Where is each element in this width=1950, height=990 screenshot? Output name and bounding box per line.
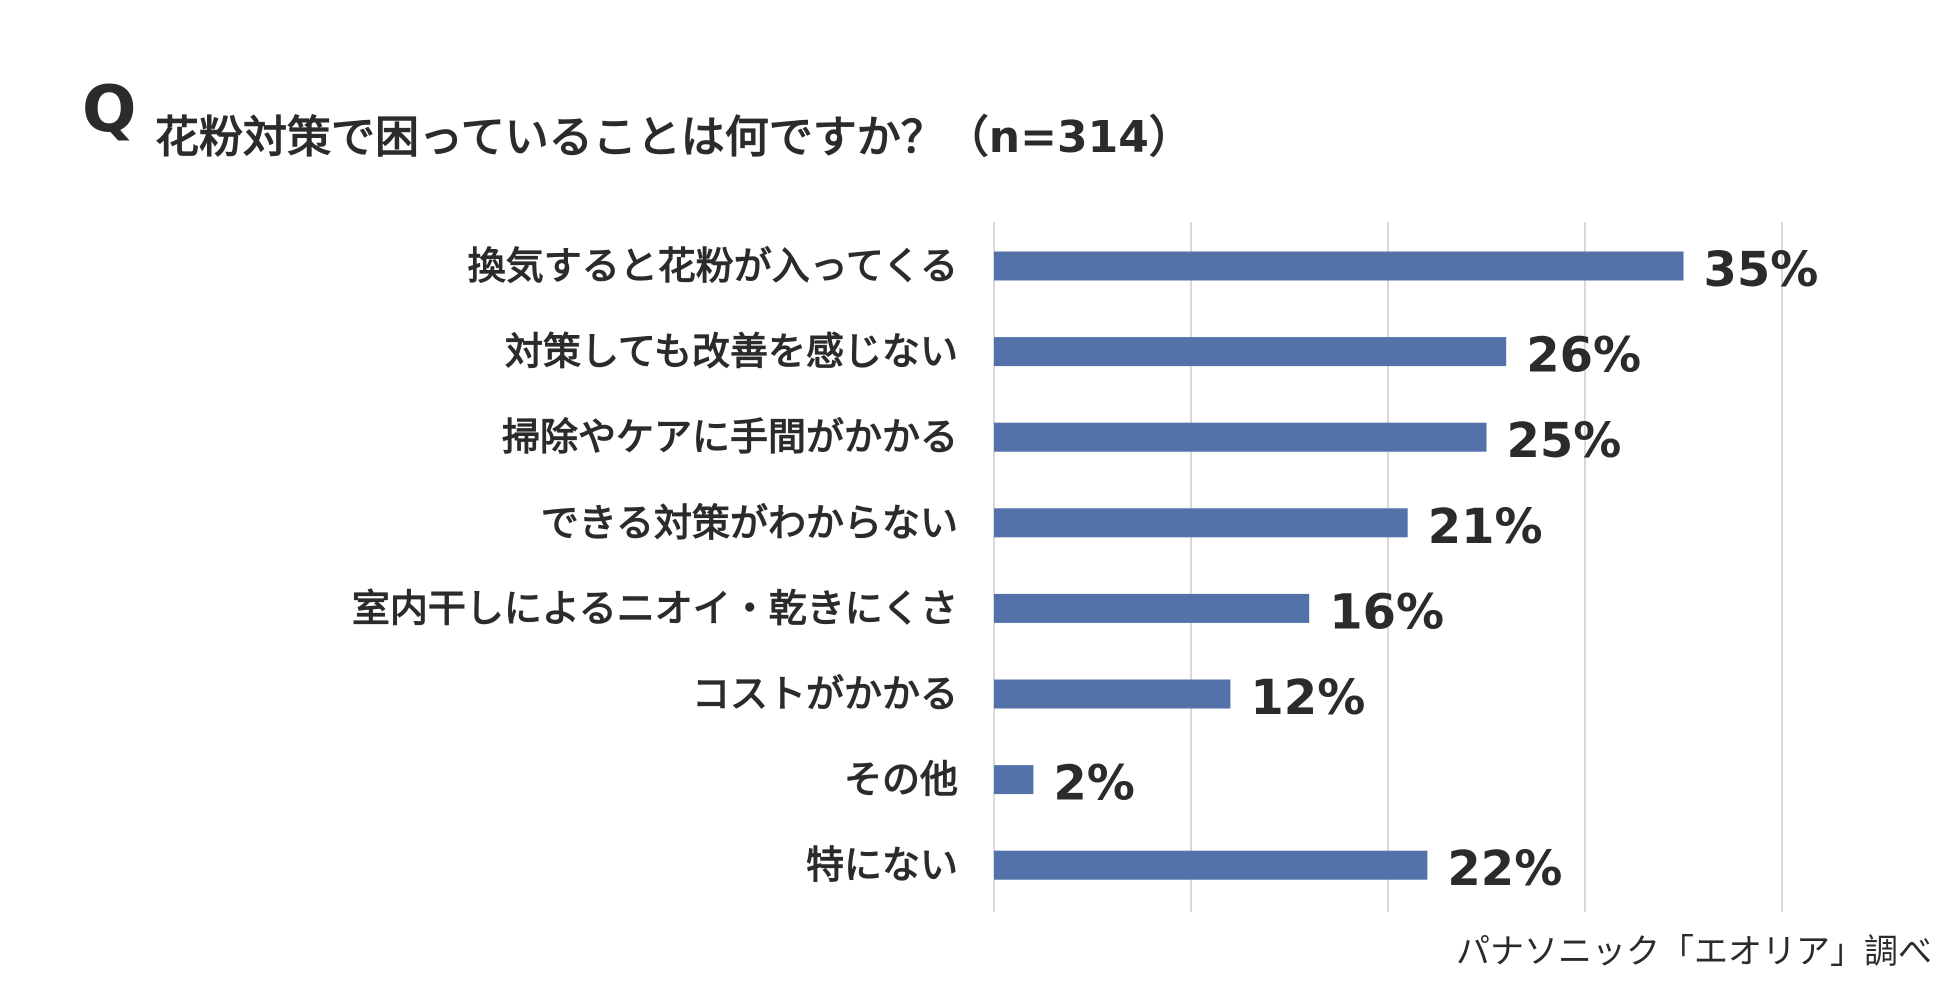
- bar: [994, 593, 1310, 623]
- question-mark-label: Q: [82, 73, 137, 147]
- gridlines: [993, 222, 1783, 912]
- category-label: 掃除やケアに手間がかかる: [502, 415, 958, 459]
- value-label: 25%: [1507, 413, 1622, 469]
- value-label: 12%: [1250, 670, 1365, 726]
- value-label: 2%: [1053, 756, 1135, 812]
- bars: [994, 251, 1684, 880]
- bar: [994, 422, 1487, 452]
- bar: [994, 850, 1428, 880]
- category-label: できる対策がわからない: [541, 501, 958, 545]
- category-label: コストがかかる: [692, 672, 958, 716]
- source-note: パナソニック「エオリア」調べ: [1456, 932, 1932, 972]
- category-label: 特にない: [806, 843, 958, 887]
- chart-title: 花粉対策で困っていることは何ですか？（n=314）: [155, 112, 1193, 163]
- value-label: 26%: [1526, 328, 1641, 384]
- labels: 換気すると花粉が入ってくる 35% 対策しても改善を感じない 26% 掃除やケアに手間が…: [352, 242, 1819, 897]
- value-label: 35%: [1704, 242, 1819, 298]
- bar: [994, 679, 1231, 709]
- value-label: 16%: [1329, 584, 1444, 640]
- category-label: 対策しても改善を感じない: [505, 330, 958, 374]
- bar: [994, 765, 1034, 795]
- category-label: その他: [844, 758, 958, 802]
- bar: [994, 251, 1684, 281]
- value-label: 21%: [1428, 499, 1543, 555]
- category-label: 室内干しによるニオイ・乾きにくさ: [352, 586, 958, 630]
- value-label: 22%: [1447, 841, 1562, 897]
- category-label: 換気すると花粉が入ってくる: [468, 244, 958, 288]
- bar: [994, 508, 1408, 538]
- bar: [994, 337, 1507, 367]
